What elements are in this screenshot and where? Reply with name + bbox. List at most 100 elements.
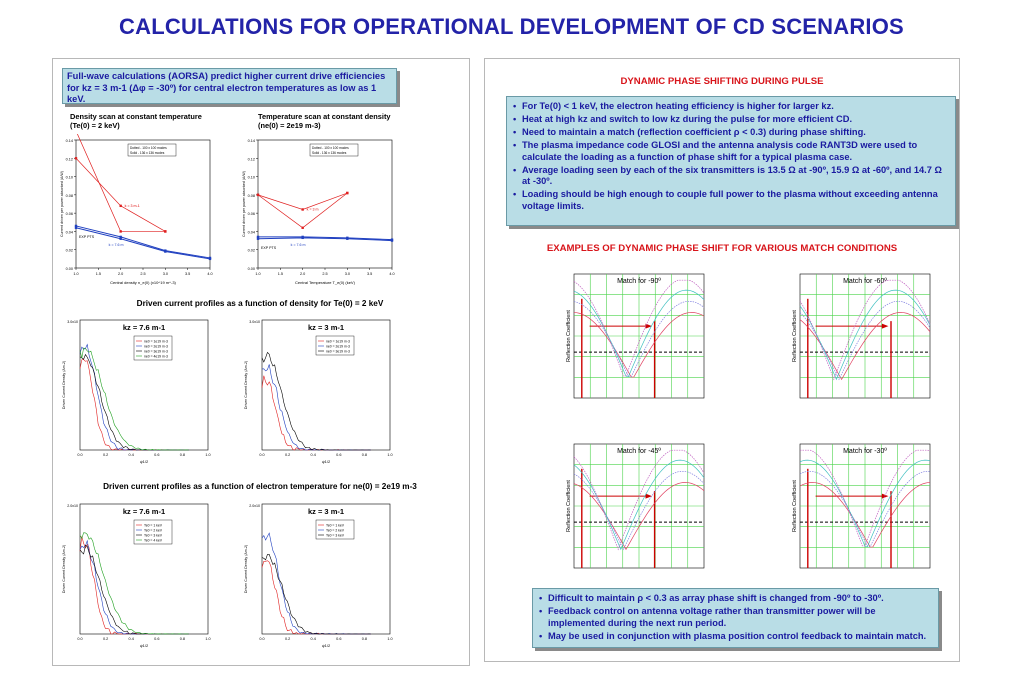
data-point bbox=[301, 226, 304, 229]
bullet-item: Need to maintain a match (reflection coe… bbox=[513, 127, 949, 139]
legend-solid: Solid - 136 x 136 modes bbox=[130, 151, 165, 155]
profile-title: kz = 7.6 m-1 bbox=[123, 323, 165, 332]
y-max-label: 3.0x10 bbox=[67, 320, 78, 324]
reflection-curve bbox=[573, 482, 705, 551]
x-tick-label: 3.5 bbox=[185, 272, 190, 276]
bullet-item: Heat at high kz and switch to low kz dur… bbox=[513, 114, 949, 126]
legend-label: ne0 = 3e19 m-3 bbox=[326, 349, 350, 353]
data-point bbox=[164, 230, 167, 233]
x-tick-label: 1.0 bbox=[255, 272, 260, 276]
bullet-item: Average loading seen by each of the six … bbox=[513, 165, 949, 188]
data-point bbox=[74, 157, 78, 160]
x-tick-label: 3.0 bbox=[345, 272, 350, 276]
match-plot-minus30: Match for -30º Reflection Coefficient bbox=[792, 443, 931, 569]
x-tick-label: 4.0 bbox=[207, 272, 212, 276]
dynamic-phase-heading: DYNAMIC PHASE SHIFTING DURING PULSE bbox=[620, 76, 824, 87]
x-tick-label: 0.4 bbox=[311, 453, 316, 457]
y-tick-label: 0.02 bbox=[248, 249, 255, 253]
match-plot-minus60: Match for -60º Reflection Coefficient bbox=[792, 273, 931, 399]
y-axis-label: Driven Current Density (Am-2) bbox=[244, 361, 248, 409]
profile-curve bbox=[79, 353, 189, 451]
data-point bbox=[256, 193, 260, 197]
y-tick-label: 0.12 bbox=[248, 157, 255, 161]
match-title: Match for -60º bbox=[843, 278, 887, 285]
match-title: Match for -90º bbox=[617, 278, 661, 285]
temperature-profile-kz76: kz = 7.6 m-1 2.0x10 0.0 0.2 0.4 0.6 0.8 1.0 ψ1/2… bbox=[62, 503, 211, 648]
x-tick-label: 0.2 bbox=[285, 453, 290, 457]
reflection-curve bbox=[799, 279, 931, 381]
y-max-label: 3.0x10 bbox=[249, 320, 260, 324]
y-tick-label: 0.08 bbox=[66, 194, 73, 198]
series-label-k76: k = 7.6 m bbox=[291, 243, 306, 247]
bullet-item: Difficult to maintain ρ < 0.3 as array p… bbox=[539, 593, 932, 605]
data-point bbox=[164, 250, 167, 253]
aorsa-summary-text: Full-wave calculations (AORSA) predict h… bbox=[67, 71, 386, 104]
x-axis-label: Central density n_e(0) (x10^19 m^-3) bbox=[110, 280, 176, 285]
page-title: CALCULATIONS FOR OPERATIONAL DEVELOPMENT… bbox=[119, 14, 904, 39]
reflection-curve bbox=[573, 289, 705, 377]
x-tick-label: 0.8 bbox=[362, 637, 367, 641]
profile-title: kz = 3 m-1 bbox=[308, 507, 344, 516]
x-tick-label: 0.0 bbox=[259, 637, 264, 641]
phase-shift-bullets: For Te(0) < 1 keV, the electron heating … bbox=[513, 101, 949, 212]
legend-label: Te0 = 4 keV bbox=[144, 538, 163, 542]
arrow-head bbox=[645, 323, 652, 329]
exp-pts-label: EXP PTS bbox=[79, 235, 95, 239]
y-axis-label: Current driven per power absorbed (A/W) bbox=[242, 171, 246, 237]
x-tick-label: 0.2 bbox=[103, 453, 108, 457]
data-point bbox=[119, 204, 122, 208]
profile-title: kz = 3 m-1 bbox=[308, 323, 344, 332]
x-tick-label: 0.2 bbox=[285, 637, 290, 641]
x-tick-label: 1.0 bbox=[205, 637, 210, 641]
reflection-curve bbox=[799, 300, 931, 381]
bullet-item: May be used in conjunction with plasma p… bbox=[539, 631, 932, 643]
legend-label: ne0 = 2e19 m-3 bbox=[326, 344, 350, 348]
legend-label: Te0 = 1 keV bbox=[326, 523, 345, 527]
temperature-scan-caption: Temperature scan at constant density (ne… bbox=[258, 112, 391, 130]
x-tick-label: 0.0 bbox=[259, 453, 264, 457]
match-title: Match for -45º bbox=[617, 448, 661, 455]
legend-label: ne0 = 2e19 m-3 bbox=[144, 344, 168, 348]
x-tick-label: 0.2 bbox=[103, 637, 108, 641]
x-tick-label: 0.4 bbox=[311, 637, 316, 641]
x-tick-label: 1.5 bbox=[96, 272, 101, 276]
density-scan-caption: Density scan at constant temperature (Te… bbox=[70, 112, 202, 130]
x-tick-label: 0.6 bbox=[336, 453, 341, 457]
data-point bbox=[119, 237, 122, 240]
y-axis-label: Current driven per power absorbed (A/W) bbox=[60, 171, 64, 237]
legend-label: ne0 = 1e19 m-3 bbox=[326, 339, 350, 343]
y-axis-label: Reflection Coefficient bbox=[566, 310, 572, 362]
y-tick-label: 0.12 bbox=[66, 157, 73, 161]
left-panel bbox=[52, 58, 470, 666]
profile-curve bbox=[79, 536, 189, 635]
legend-label: Te0 = 2 keV bbox=[144, 528, 163, 532]
reflection-curve bbox=[573, 449, 705, 551]
x-axis-label: ψ1/2 bbox=[322, 459, 331, 464]
profile-curve bbox=[79, 359, 189, 451]
density-profile-kz3: kz = 3 m-1 3.0x10 0.0 0.2 0.4 0.6 0.8 1.0 ψ1/2 Dr… bbox=[244, 319, 393, 464]
density-profile-kz76: kz = 7.6 m-1 3.0x10 0.0 0.2 0.4 0.6 0.8 1.0 ψ1/2… bbox=[62, 319, 211, 464]
data-point bbox=[256, 235, 260, 239]
profile-curve bbox=[261, 364, 371, 451]
temperature-profile-kz3: kz = 3 m-1 2.0x10 0.0 0.2 0.4 0.6 0.8 1.0 ψ1/2 Dr… bbox=[244, 503, 393, 648]
reflection-curve bbox=[799, 289, 931, 381]
data-point bbox=[208, 257, 212, 261]
y-tick-label: 0.04 bbox=[66, 230, 73, 234]
x-tick-label: 0.4 bbox=[129, 453, 134, 457]
y-axis-label: Reflection Coefficient bbox=[792, 480, 798, 532]
data-point bbox=[301, 236, 304, 240]
reflection-curve bbox=[799, 470, 931, 548]
y-axis-label: Driven Current Density (Am-2) bbox=[62, 545, 66, 593]
x-tick-label: 2.5 bbox=[140, 272, 145, 276]
reflection-curve bbox=[573, 470, 705, 551]
x-tick-label: 3.5 bbox=[367, 272, 372, 276]
y-max-label: 2.0x10 bbox=[67, 504, 78, 508]
x-tick-label: 3.0 bbox=[163, 272, 168, 276]
arrow-head bbox=[881, 323, 889, 329]
x-tick-label: 0.0 bbox=[77, 637, 82, 641]
x-tick-label: 0.8 bbox=[180, 453, 185, 457]
x-tick-label: 1.0 bbox=[205, 453, 210, 457]
data-point bbox=[390, 239, 394, 242]
x-tick-label: 0.4 bbox=[129, 637, 134, 641]
x-axis-label: Central Temperature T_e(0) (keV) bbox=[295, 280, 356, 285]
